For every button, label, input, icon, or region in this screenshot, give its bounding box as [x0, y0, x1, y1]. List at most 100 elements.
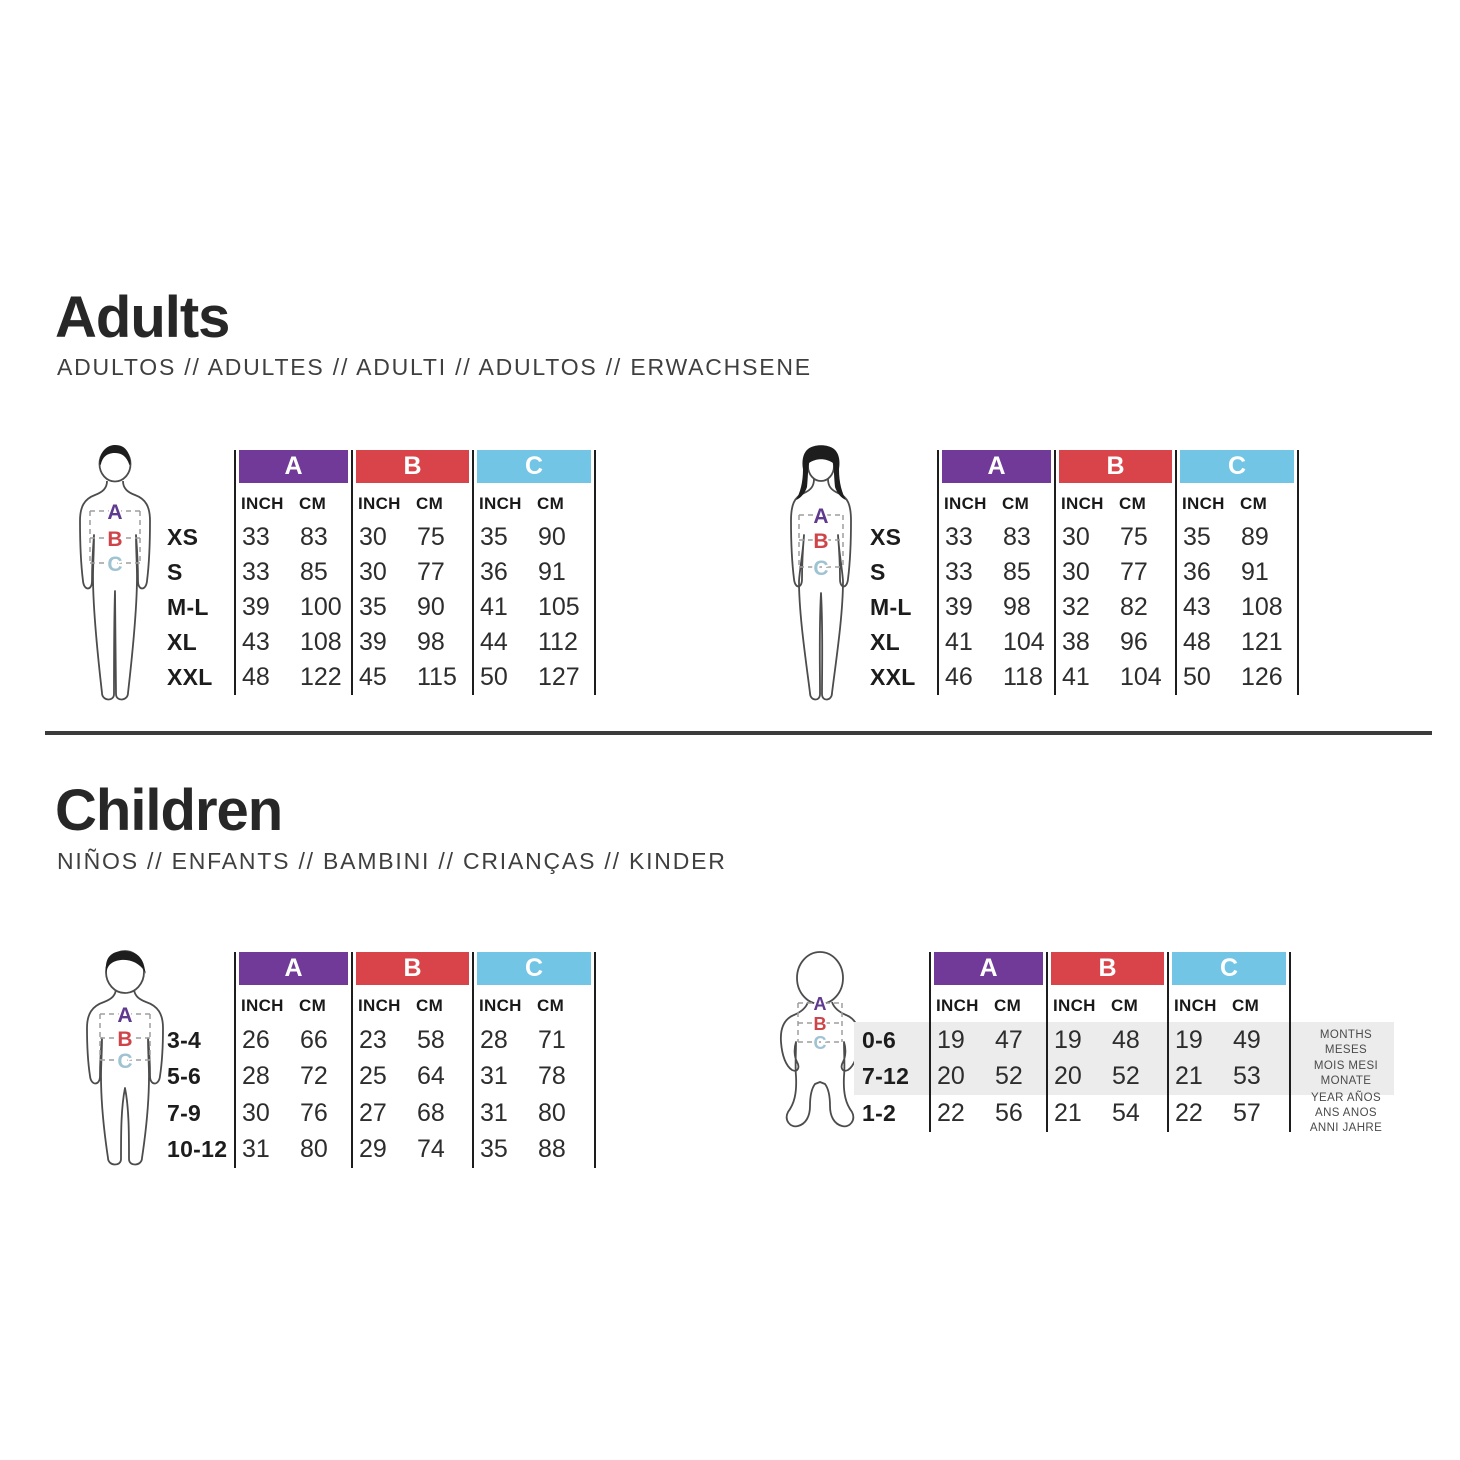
measurement-value: 83 — [1003, 523, 1031, 551]
unit-header: INCH — [1061, 493, 1104, 513]
child-measure-letter-b: B — [117, 1028, 132, 1051]
row-size-label: XXL — [870, 664, 916, 690]
measurement-value: 33 — [242, 523, 270, 551]
measurement-value: 52 — [1112, 1062, 1140, 1091]
table-rule — [929, 952, 931, 1132]
man-measure-letter-c: C — [107, 553, 122, 576]
group-letter: C — [1227, 452, 1247, 480]
measurement-value: 58 — [417, 1025, 445, 1054]
measurement-value: 31 — [480, 1062, 508, 1091]
baby-measure-letter-b: B — [814, 1014, 827, 1034]
measurement-value: 78 — [538, 1062, 566, 1091]
man-measure-letter-b: B — [107, 528, 122, 551]
measurement-value: 115 — [417, 663, 457, 691]
table-rule — [472, 952, 474, 1168]
measurement-value: 96 — [1120, 628, 1148, 656]
age-unit-note-line: MONTHS — [1319, 1029, 1373, 1042]
measurement-value: 19 — [1175, 1025, 1203, 1054]
row-size-label: S — [870, 559, 886, 585]
measurement-value: 75 — [417, 523, 445, 551]
unit-header: INCH — [358, 493, 401, 513]
measurement-value: 74 — [417, 1135, 445, 1164]
measurement-value: 85 — [1003, 558, 1031, 586]
size-table-grid: A B C INCH CM INCH CM INCH CM 3-4 26 66 23 58 28 71 5-6 2… — [163, 952, 595, 1168]
unit-header: CM — [994, 995, 1022, 1015]
group-letter: C — [524, 954, 544, 982]
measurement-value: 45 — [359, 663, 387, 691]
unit-header: CM — [537, 995, 565, 1015]
measurement-value: 21 — [1175, 1062, 1203, 1091]
table-rule — [1054, 450, 1056, 695]
row-size-label: M-L — [870, 594, 912, 620]
measurement-value: 82 — [1120, 593, 1148, 621]
woman-figure: A B C — [790, 445, 852, 701]
unit-header: CM — [1002, 493, 1030, 513]
row-size-label: 5-6 — [167, 1063, 202, 1090]
measurement-value: 35 — [480, 523, 508, 551]
unit-header: INCH — [1174, 995, 1217, 1015]
measurement-value: 88 — [538, 1135, 566, 1164]
measurement-value: 52 — [995, 1062, 1023, 1091]
man-measure-letter-a: A — [107, 501, 122, 524]
measurement-value: 36 — [480, 558, 508, 586]
measurement-value: 127 — [538, 663, 580, 691]
measurement-value: 19 — [1054, 1025, 1082, 1054]
row-size-label: 10-12 — [167, 1136, 228, 1163]
measurement-value: 121 — [1241, 628, 1283, 656]
measurement-value: 98 — [1003, 593, 1031, 621]
table-rule — [594, 952, 596, 1168]
measurement-value: 30 — [359, 523, 387, 551]
column-group-header: B — [1059, 450, 1172, 483]
measurement-value: 91 — [1241, 558, 1269, 586]
measurement-value: 26 — [242, 1025, 270, 1054]
measurement-value: 39 — [945, 593, 973, 621]
measurement-value: 44 — [480, 628, 508, 656]
unit-header: CM — [416, 995, 444, 1015]
unit-header: CM — [299, 493, 327, 513]
measurement-value: 80 — [300, 1135, 328, 1164]
baby-measure-letter-a: A — [814, 994, 827, 1014]
age-unit-note-line: YEAR AÑOS — [1310, 1091, 1382, 1104]
measurement-value: 35 — [359, 593, 387, 621]
column-group-header: A — [239, 952, 348, 985]
measurement-value: 112 — [538, 628, 578, 656]
unit-header: CM — [1240, 493, 1268, 513]
measurement-value: 32 — [1062, 593, 1090, 621]
table-rule — [472, 450, 474, 695]
measurement-value: 41 — [480, 593, 508, 621]
measurement-value: 39 — [359, 628, 387, 656]
group-letter: A — [284, 954, 303, 982]
age-unit-note-line: MONATE — [1320, 1074, 1372, 1087]
measurement-value: 25 — [359, 1062, 387, 1091]
measurement-value: 28 — [480, 1025, 508, 1054]
adults-men-size-table: A B C INCH CM INCH CM INCH CM XS 33 83 30 75 35 90 S 33 85… — [163, 450, 596, 695]
measurement-value: 41 — [945, 628, 973, 656]
row-size-label: 7-9 — [167, 1099, 202, 1126]
unit-header: CM — [537, 493, 565, 513]
unit-spacer — [163, 989, 235, 1022]
measurement-value: 31 — [242, 1135, 270, 1164]
shaded-row-band — [854, 1058, 1394, 1095]
measurement-value: 76 — [300, 1098, 328, 1127]
row-size-label: XXL — [167, 664, 213, 690]
measurement-value: 19 — [937, 1025, 965, 1054]
measurement-value: 30 — [359, 558, 387, 586]
measurement-value: 71 — [538, 1025, 566, 1054]
column-group-header: A — [942, 450, 1051, 483]
baby-measure-letter-c: C — [814, 1033, 827, 1053]
measurement-value: 31 — [480, 1098, 508, 1127]
measurement-value: 108 — [1241, 593, 1283, 621]
age-unit-note: MONTHS MESES MOIS MESI MONATE — [1296, 1022, 1396, 1095]
measurement-value: 64 — [417, 1062, 445, 1091]
measurement-value: 27 — [359, 1098, 387, 1127]
size-table-grid: A B C INCH CM INCH CM INCH CM XS 33 83 30 75 35 89 S 33 85… — [866, 450, 1298, 695]
child-figure: A B C — [86, 950, 164, 1166]
corner-spacer — [866, 450, 938, 487]
group-letter: B — [1106, 452, 1125, 480]
unit-spacer — [163, 487, 235, 520]
measurement-value: 72 — [300, 1062, 328, 1091]
measurement-value: 30 — [1062, 558, 1090, 586]
unit-header: CM — [299, 995, 327, 1015]
row-size-label: 7-12 — [862, 1063, 910, 1090]
